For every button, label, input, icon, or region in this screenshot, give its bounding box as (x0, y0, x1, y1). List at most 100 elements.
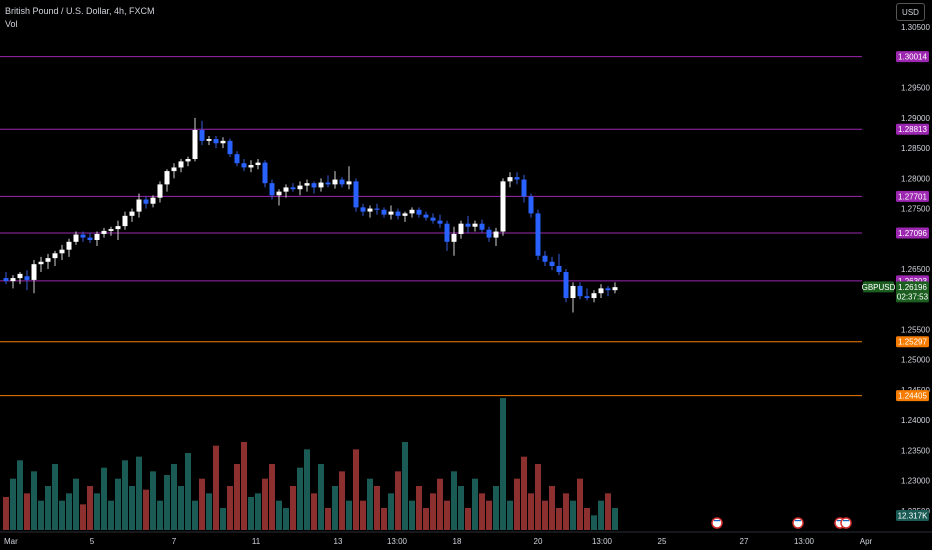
candle-body (388, 211, 394, 215)
candle-body (444, 223, 450, 242)
price-axis-tick: 1.30500 (901, 23, 930, 32)
volume-bar (185, 453, 191, 530)
volume-bar (409, 500, 415, 530)
candle-body (311, 183, 317, 188)
candle-body (325, 182, 331, 185)
volume-bar (374, 486, 380, 530)
candle-body (143, 199, 149, 204)
volume-bar (17, 460, 23, 530)
volume-bar (136, 456, 142, 530)
candle-body (304, 183, 310, 186)
volume-bar (458, 486, 464, 530)
candle-body (591, 293, 597, 299)
chart-title: British Pound / U.S. Dollar, 4h, FXCM (5, 6, 155, 16)
candle-body (381, 209, 387, 215)
candle-body (570, 285, 576, 299)
volume-bar (290, 486, 296, 530)
candle-body (542, 255, 548, 262)
volume-bar (45, 486, 51, 530)
us-flag-event-icon[interactable] (840, 517, 852, 529)
candle-body (234, 154, 240, 164)
level-price-label: 1.28813 (898, 125, 927, 134)
candle-body (59, 249, 65, 254)
candle-body (479, 223, 485, 230)
candle-body (472, 223, 478, 227)
candle-body (73, 234, 79, 242)
price-axis-tick: 1.28000 (901, 174, 930, 183)
volume-bar (507, 500, 513, 530)
candle-body (556, 266, 562, 273)
volume-bar (143, 489, 149, 530)
volume-bar (332, 486, 338, 530)
volume-bar (157, 500, 163, 530)
volume-indicator-label[interactable]: Vol (5, 19, 18, 29)
currency-button[interactable]: USD (896, 3, 925, 21)
candle-body (136, 199, 142, 212)
candle-body (108, 229, 114, 231)
time-axis-tick: 20 (534, 537, 543, 546)
level-price-tag (896, 336, 929, 348)
volume-bar (500, 398, 506, 530)
candle-body (584, 296, 590, 299)
price-axis-tick: 1.26500 (901, 265, 930, 274)
time-axis-tick: 18 (453, 537, 462, 546)
candle-body (318, 182, 324, 188)
candle-body (38, 261, 44, 265)
volume-bar (493, 486, 499, 530)
volume-bar (171, 464, 177, 530)
price-axis-tick: 1.29500 (901, 84, 930, 93)
volume-bar (465, 508, 471, 530)
candle-body (150, 197, 156, 204)
volume-bar (528, 493, 534, 530)
level-price-tag (896, 51, 929, 63)
level-price-label: 1.30014 (898, 53, 927, 62)
candle-body (430, 217, 436, 221)
volume-bar (73, 478, 79, 530)
level-price-label: 1.24405 (898, 392, 927, 401)
candle-body (248, 165, 254, 168)
candle-body (451, 233, 457, 242)
volume-bar (402, 442, 408, 530)
price-axis-tick: 1.25000 (901, 356, 930, 365)
flag-stripe (714, 520, 720, 522)
us-flag-event-icon[interactable] (792, 517, 804, 529)
candle-body (605, 288, 611, 291)
candle-body (521, 179, 527, 197)
candle-body (332, 179, 338, 185)
candle-body (178, 161, 184, 168)
candle-body (374, 208, 380, 210)
volume-bar (248, 497, 254, 530)
time-axis-tick: 27 (740, 537, 749, 546)
price-axis-tick: 1.23000 (901, 477, 930, 486)
symbol-tag[interactable] (863, 281, 894, 293)
time-axis-tick: 11 (252, 537, 261, 546)
volume-bar (108, 500, 114, 530)
candle-body (283, 187, 289, 192)
candle-body (577, 285, 583, 297)
us-flag-event-icon[interactable] (711, 517, 723, 529)
candle-body (17, 273, 23, 279)
volume-bar (451, 471, 457, 530)
volume-bar (262, 478, 268, 530)
volume-bar (31, 471, 37, 530)
symbol-label: GBPUSD (862, 283, 896, 292)
volume-bar (346, 500, 352, 530)
time-axis-tick: 13:00 (794, 537, 815, 546)
bar-countdown-label: 02:37:53 (897, 292, 929, 301)
volume-bar (10, 478, 16, 530)
candle-body (535, 213, 541, 256)
volume-bar (311, 493, 317, 530)
volume-bar (472, 478, 478, 530)
level-price-tag (896, 190, 929, 202)
volume-bar (199, 478, 205, 530)
candle-body (346, 181, 352, 185)
candle-body (486, 229, 492, 238)
candle-body (157, 184, 163, 198)
volume-bar (388, 493, 394, 530)
candle-body (241, 163, 247, 168)
volume-bar (164, 475, 170, 530)
candle-body (45, 258, 51, 262)
candle-body (80, 234, 86, 238)
